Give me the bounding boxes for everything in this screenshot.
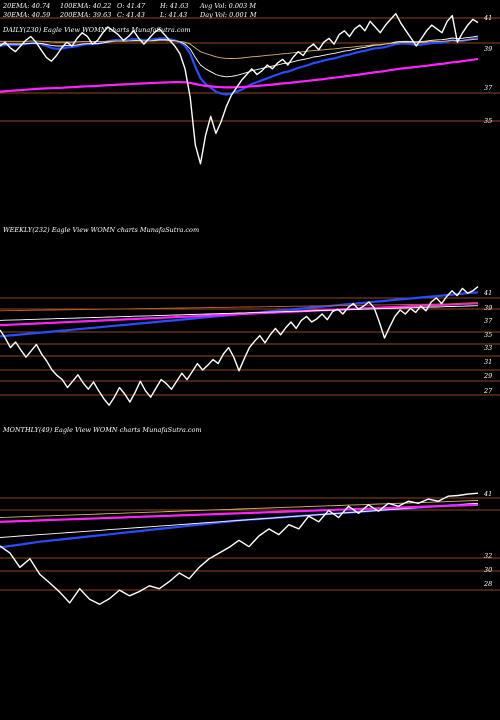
daily-y-tick-label-3: 35 (484, 117, 492, 125)
weekly-y-tick-label-4: 33 (484, 344, 492, 352)
weekly-series-price (0, 286, 479, 406)
header-avg-vol: Avg Vol: 0.003 M (200, 2, 257, 10)
daily-series-ema-200 (0, 57, 479, 93)
monthly-y-tick-label-3: 28 (483, 580, 492, 588)
header-ema30: 30EMA: 40.59 (3, 11, 51, 19)
weekly-y-tick-label-5: 31 (484, 358, 492, 366)
monthly-series-price (0, 492, 479, 605)
daily-series-price (0, 12, 479, 165)
monthly-panel-title: MONTHLY(49) Eagle View WOMN charts Munaf… (3, 426, 202, 434)
weekly-y-tick-label-0: 41 (483, 289, 492, 297)
weekly-y-tick-label-7: 27 (483, 387, 493, 395)
monthly-series-ema-white (0, 502, 479, 538)
weekly-series-ema-magenta (0, 302, 479, 327)
header-open: O: 41.47 (117, 2, 146, 10)
monthly-y-tick-label-0: 41 (483, 490, 492, 498)
header-ema20: 20EMA: 40.74 (3, 2, 51, 10)
daily-series-ema-slow (0, 38, 479, 59)
daily-y-tick-label-2: 37 (484, 84, 493, 92)
weekly-panel-title: WEEKLY(232) Eagle View WOMN charts Munaf… (3, 226, 200, 234)
weekly-series-ema-white (0, 305, 479, 321)
daily-y-tick-label-1: 39 (484, 45, 492, 53)
daily-series-ema-fast (0, 36, 479, 96)
monthly-series-ema-magenta (0, 503, 479, 523)
monthly-y-tick-label-2: 30 (484, 566, 492, 574)
weekly-y-tick-label-1: 39 (484, 304, 492, 312)
header-low: L: 41.43 (160, 11, 188, 19)
header-ema200: 200EMA: 39.63 (60, 11, 112, 19)
daily-y-tick-label-0: 41 (483, 14, 492, 22)
weekly-y-tick-label-3: 35 (484, 331, 492, 339)
monthly-series-ema-tan (0, 500, 479, 519)
header-close: C: 41.43 (117, 11, 145, 19)
daily-series-ema-mid (0, 35, 479, 78)
daily-panel-title: DAILY(230) Eagle View WOMN charts Munafa… (3, 26, 191, 34)
header-high: H: 41.63 (160, 2, 189, 10)
monthly-y-tick-label-1: 32 (484, 552, 492, 560)
weekly-y-tick-label-6: 29 (483, 372, 492, 380)
header-day-vol: Day Vol: 0.001 M (200, 11, 257, 19)
header-ema100: 100EMA: 40.22 (60, 2, 112, 10)
weekly-y-tick-label-2: 37 (484, 317, 493, 325)
weekly-series-ema-orange (0, 302, 479, 312)
